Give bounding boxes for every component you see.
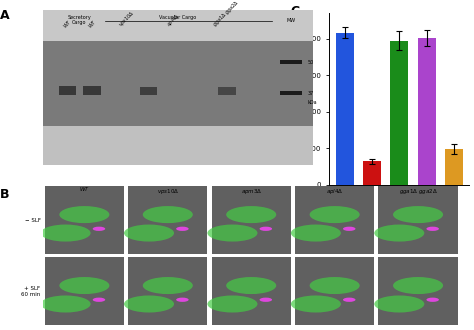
- Text: B: B: [0, 188, 9, 201]
- Bar: [295, 186, 374, 254]
- Text: − SLF: − SLF: [25, 218, 41, 223]
- Text: kDa: kDa: [308, 100, 317, 106]
- Bar: [43, 10, 313, 41]
- Bar: [128, 186, 208, 254]
- Circle shape: [176, 227, 189, 231]
- Circle shape: [393, 277, 443, 294]
- Circle shape: [310, 277, 360, 294]
- Text: + SLF
60 min: + SLF 60 min: [21, 286, 41, 297]
- Bar: [43, 126, 313, 165]
- Text: A: A: [0, 9, 9, 22]
- Circle shape: [374, 295, 424, 313]
- Circle shape: [59, 277, 109, 294]
- Text: $vps10\Delta$: $vps10\Delta$: [116, 8, 137, 28]
- Bar: [45, 257, 124, 325]
- Circle shape: [208, 224, 257, 242]
- Circle shape: [343, 227, 356, 231]
- Circle shape: [226, 206, 276, 223]
- Bar: [45, 186, 124, 254]
- Text: $gga1\Delta\ gga2\Delta$: $gga1\Delta\ gga2\Delta$: [211, 0, 242, 28]
- Bar: [140, 87, 157, 95]
- Text: Secretory
Cargo: Secretory Cargo: [67, 15, 91, 25]
- Bar: [295, 257, 374, 325]
- Bar: [218, 87, 236, 95]
- Circle shape: [59, 206, 109, 223]
- Bar: [281, 90, 302, 95]
- Circle shape: [260, 298, 272, 302]
- Circle shape: [310, 206, 360, 223]
- Bar: [378, 186, 458, 254]
- Bar: [391, 41, 408, 185]
- Text: $apl4\Delta$: $apl4\Delta$: [326, 187, 344, 196]
- Bar: [83, 86, 101, 95]
- Text: $gga1\Delta\ gga2\Delta$: $gga1\Delta\ gga2\Delta$: [399, 187, 438, 196]
- Circle shape: [176, 298, 189, 302]
- Bar: [378, 257, 458, 325]
- Circle shape: [427, 298, 439, 302]
- Text: WT: WT: [63, 19, 72, 28]
- Bar: [59, 86, 76, 95]
- Circle shape: [291, 224, 341, 242]
- Circle shape: [41, 224, 91, 242]
- Circle shape: [343, 298, 356, 302]
- Bar: [211, 257, 291, 325]
- Circle shape: [226, 277, 276, 294]
- Bar: [336, 33, 354, 185]
- Circle shape: [427, 227, 439, 231]
- Circle shape: [124, 224, 174, 242]
- Circle shape: [93, 298, 105, 302]
- Text: WT: WT: [88, 19, 97, 28]
- Bar: [363, 161, 381, 185]
- Circle shape: [124, 295, 174, 313]
- Bar: [281, 59, 302, 64]
- Circle shape: [93, 227, 105, 231]
- Text: Vacuolar Cargo: Vacuolar Cargo: [159, 15, 196, 19]
- Circle shape: [41, 295, 91, 313]
- Bar: [418, 38, 436, 185]
- Circle shape: [260, 227, 272, 231]
- Circle shape: [393, 206, 443, 223]
- Text: C: C: [290, 5, 300, 17]
- Text: MW: MW: [287, 18, 296, 23]
- Circle shape: [374, 224, 424, 242]
- Text: 50: 50: [308, 60, 314, 65]
- Circle shape: [208, 295, 257, 313]
- Circle shape: [291, 295, 341, 313]
- Circle shape: [143, 277, 193, 294]
- Text: WT: WT: [80, 187, 89, 192]
- Bar: [445, 149, 463, 185]
- Text: $vps10\Delta$: $vps10\Delta$: [156, 187, 179, 196]
- Circle shape: [143, 206, 193, 223]
- Text: 37: 37: [308, 91, 314, 96]
- Y-axis label: Vacuolar fluorescence (a.u.): Vacuolar fluorescence (a.u.): [294, 50, 301, 148]
- Text: $apl4\Delta$: $apl4\Delta$: [165, 11, 182, 28]
- Bar: [43, 41, 313, 126]
- Text: $apm3\Delta$: $apm3\Delta$: [240, 187, 262, 196]
- Bar: [128, 257, 208, 325]
- Bar: [211, 186, 291, 254]
